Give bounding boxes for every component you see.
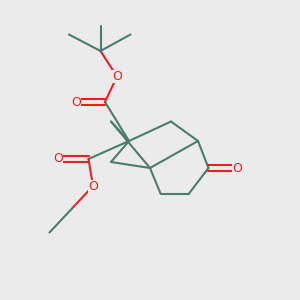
Text: O: O bbox=[72, 95, 81, 109]
Text: O: O bbox=[54, 152, 63, 166]
Text: O: O bbox=[88, 179, 98, 193]
Text: O: O bbox=[112, 70, 122, 83]
Text: O: O bbox=[232, 161, 242, 175]
